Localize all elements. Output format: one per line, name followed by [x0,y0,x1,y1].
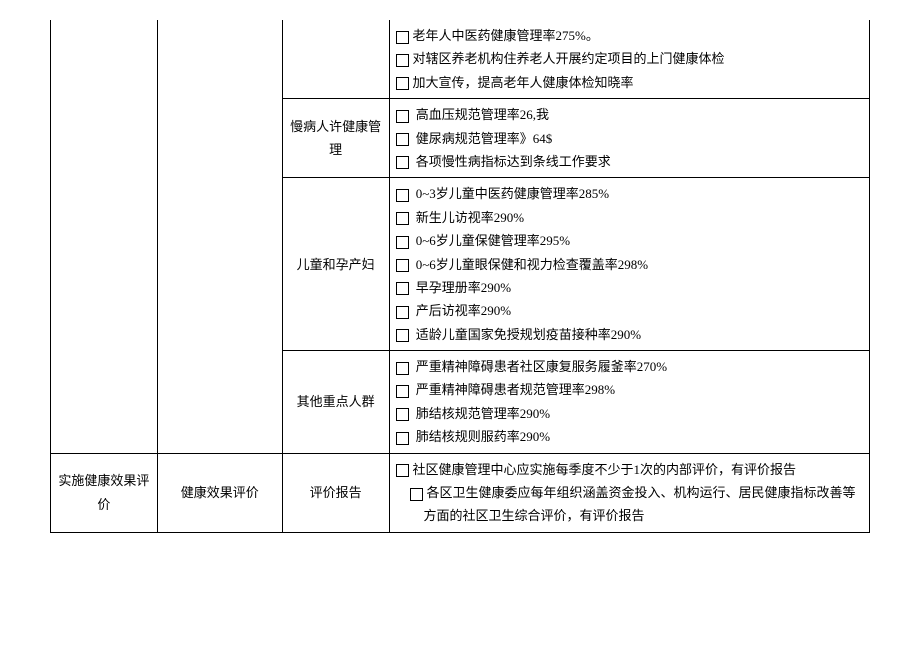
checkbox-icon [396,156,409,169]
line-text: 老年人中医药健康管理率275%。 [413,28,599,43]
checkbox-icon [396,385,409,398]
line-text: 高血压规范管理率26,我 [416,107,549,122]
line-text: 肺结核规范管理率290% [416,406,550,421]
checkbox-icon [396,306,409,319]
line-text: 新生儿访视率290% [416,210,524,225]
cell-r4c4: 严重精神障碍患者社区康复服务履釜率270% 严重精神障碍患者规范管理率298% … [389,351,870,454]
checkbox-icon [396,432,409,445]
cell-r5c4: 社区健康管理中心应实施每季度不少于1次的内部评价，有评价报告 各区卫生健康委应每… [389,453,870,532]
cell-r5c3: 评价报告 [282,453,389,532]
cell-empty-3 [282,20,389,99]
cell-r2c4: 高血压规范管理率26,我 健尿病规范管理率》64$ 各项慢性病指标达到条线工作要… [389,99,870,178]
checkbox-icon [396,259,409,272]
line-text: 早孕理册率290% [416,280,511,295]
cell-r3c3: 儿童和孕产妇 [282,178,389,351]
checkbox-icon [396,110,409,123]
line-text: 加大宣传，提高老年人健康体检知晓率 [413,75,634,90]
line-text: 严重精神障碍患者社区康复服务履釜率270% [416,359,667,374]
line-text: 社区健康管理中心应实施每季度不少于1次的内部评价，有评价报告 [413,462,797,477]
cell-empty-2 [157,20,282,453]
line-text: 0~6岁儿童眼保健和视力检查覆盖率298% [416,257,648,272]
checkbox-icon [396,31,409,44]
checkbox-icon [396,464,409,477]
cell-empty-1 [51,20,158,453]
line-text: 0~6岁儿童保健管理率295% [416,233,570,248]
checkbox-icon [396,189,409,202]
checkbox-icon [410,488,423,501]
line-text: 严重精神障碍患者规范管理率298% [416,382,615,397]
cell-r4c3: 其他重点人群 [282,351,389,454]
main-table: 老年人中医药健康管理率275%。 对辖区养老机构住养老人开展约定项目的上门健康体… [50,20,870,533]
line-text: 各项慢性病指标达到条线工作要求 [416,154,611,169]
cell-r5c2: 健康效果评价 [157,453,282,532]
cell-r5c1: 实施健康效果评价 [51,453,158,532]
line-text: 0~3岁儿童中医药健康管理率285% [416,186,609,201]
line-text: 肺结核规则服药率290% [416,429,550,444]
line-text: 对辖区养老机构住养老人开展约定项目的上门健康体检 [413,51,725,66]
checkbox-icon [396,282,409,295]
line-text: 健尿病规范管理率》64$ [416,131,553,146]
checkbox-icon [396,54,409,67]
table-row: 老年人中医药健康管理率275%。 对辖区养老机构住养老人开展约定项目的上门健康体… [51,20,870,99]
cell-r1c4: 老年人中医药健康管理率275%。 对辖区养老机构住养老人开展约定项目的上门健康体… [389,20,870,99]
table-row: 实施健康效果评价 健康效果评价 评价报告 社区健康管理中心应实施每季度不少于1次… [51,453,870,532]
line-text: 产后访视率290% [416,303,511,318]
cell-r3c4: 0~3岁儿童中医药健康管理率285% 新生儿访视率290% 0~6岁儿童保健管理… [389,178,870,351]
checkbox-icon [396,77,409,90]
line-text: 适龄儿童国家免授规划疫苗接种率290% [416,327,641,342]
checkbox-icon [396,212,409,225]
checkbox-icon [396,362,409,375]
line-text: 各区卫生健康委应每年组织涵盖资金投入、机构运行、居民健康指标改善等方面的社区卫生… [424,485,856,523]
checkbox-icon [396,408,409,421]
checkbox-icon [396,133,409,146]
cell-r2c3: 慢病人许健康管理 [282,99,389,178]
checkbox-icon [396,329,409,342]
checkbox-icon [396,236,409,249]
